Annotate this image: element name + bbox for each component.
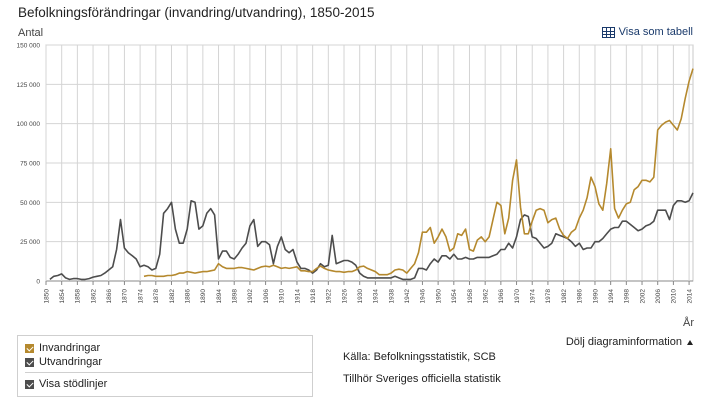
- series-lines: [49, 68, 694, 281]
- x-tick-label: 1982: [561, 289, 568, 304]
- x-tick-label: 1854: [59, 289, 66, 304]
- x-tick-label: 1874: [137, 289, 144, 304]
- x-tick-label: 1950: [435, 289, 442, 304]
- x-tick-label: 2010: [671, 289, 678, 304]
- gridlines-toggle[interactable]: Visa stödlinjer: [25, 378, 107, 390]
- x-tick-label: 1850: [43, 289, 50, 304]
- y-tick-label: 100 000: [17, 121, 41, 128]
- x-tick-label: 1902: [247, 289, 254, 304]
- x-tick-label: 1930: [357, 289, 364, 304]
- official-statistics-text: Tillhör Sveriges officiella statistik: [343, 373, 501, 385]
- x-tick-label: 1886: [184, 289, 191, 304]
- x-tick-label: 1858: [75, 289, 82, 304]
- legend-label-invandringar: Invandringar: [39, 342, 101, 354]
- x-tick-label: 1918: [310, 289, 317, 304]
- grid: [45, 44, 694, 285]
- line-chart: 0 25 000 50 000 75 000 100 000 125 000 150 000…: [17, 43, 694, 304]
- x-tick-label: 1942: [404, 289, 411, 304]
- x-axis-label: År: [683, 317, 694, 329]
- x-tick-label: 1962: [482, 289, 489, 304]
- series-line-invandringar: [143, 68, 694, 278]
- x-tick-label: 1866: [106, 289, 113, 304]
- x-tick-label: 1966: [498, 289, 505, 304]
- x-tick-label: 1958: [467, 289, 474, 304]
- x-tick-label: 1974: [530, 289, 537, 304]
- x-tick-label: 1926: [341, 289, 348, 304]
- x-tick-label: 1922: [326, 289, 333, 304]
- legend-label-utvandringar: Utvandringar: [39, 356, 102, 368]
- y-tick-label: 25 000: [20, 239, 40, 246]
- x-tick-label: 1870: [122, 289, 129, 304]
- x-tick-label: 1898: [232, 289, 239, 304]
- x-tick-label: 2002: [639, 289, 646, 304]
- y-ticks: 0 25 000 50 000 75 000 100 000 125 000 150 000: [17, 43, 41, 286]
- x-tick-label: 1914: [294, 289, 301, 304]
- x-ticks: 1850 1854 1858 1862 1866 1870 1874 1878 1882 1886…: [43, 289, 693, 304]
- x-tick-label: 1946: [420, 289, 427, 304]
- show-table-label: Visa som tabell: [618, 26, 693, 38]
- x-tick-label: 1994: [608, 289, 615, 304]
- legend-item-invandringar[interactable]: Invandringar: [25, 342, 100, 354]
- checkbox-checked-icon[interactable]: [25, 357, 34, 367]
- x-tick-label: 1894: [216, 289, 223, 304]
- legend-divider: [25, 372, 312, 373]
- x-tick-label: 1970: [514, 289, 521, 304]
- x-tick-label: 1878: [153, 289, 160, 304]
- x-tick-label: 1910: [279, 289, 286, 304]
- y-axis-label: Antal: [18, 27, 44, 39]
- x-tick-label: 1890: [200, 289, 207, 304]
- y-tick-label: 50 000: [20, 200, 40, 207]
- y-tick-label: 150 000: [17, 43, 41, 50]
- y-tick-label: 125 000: [17, 82, 41, 89]
- legend: Invandringar Utvandringar Visa stödlinje…: [17, 335, 313, 397]
- x-tick-label: 1906: [263, 289, 270, 304]
- y-tick-label: 0: [36, 279, 40, 286]
- x-tick-label: 1862: [90, 289, 97, 304]
- chart-title: Befolkningsförändringar (invandring/utva…: [18, 5, 375, 20]
- x-tick-label: 1986: [577, 289, 584, 304]
- x-tick-label: 1882: [169, 289, 176, 304]
- hide-chart-info-label: Dölj diagraminformation: [565, 336, 682, 348]
- gridlines-label: Visa stödlinjer: [39, 378, 108, 390]
- x-tick-label: 1998: [624, 289, 631, 304]
- table-icon: [601, 26, 615, 38]
- x-tick-label: 1954: [451, 289, 458, 304]
- x-tick-label: 1938: [388, 289, 395, 304]
- checkbox-checked-icon[interactable]: [25, 343, 34, 353]
- x-tick-label: 1990: [592, 289, 599, 304]
- x-tick-label: 2014: [686, 289, 693, 304]
- series-line-utvandringar: [49, 192, 694, 281]
- show-table-link[interactable]: Visa som tabell: [601, 26, 693, 38]
- checkbox-checked-icon[interactable]: [25, 379, 34, 389]
- caret-up-icon: [687, 339, 693, 345]
- x-tick-label: 1934: [373, 289, 380, 304]
- source-text: Källa: Befolkningsstatistik, SCB: [343, 351, 496, 363]
- y-tick-label: 75 000: [20, 161, 40, 168]
- x-tick-label: 2006: [655, 289, 662, 304]
- legend-item-utvandringar[interactable]: Utvandringar: [25, 356, 102, 368]
- hide-chart-info-toggle[interactable]: Dölj diagraminformation: [566, 336, 693, 348]
- x-tick-label: 1978: [545, 289, 552, 304]
